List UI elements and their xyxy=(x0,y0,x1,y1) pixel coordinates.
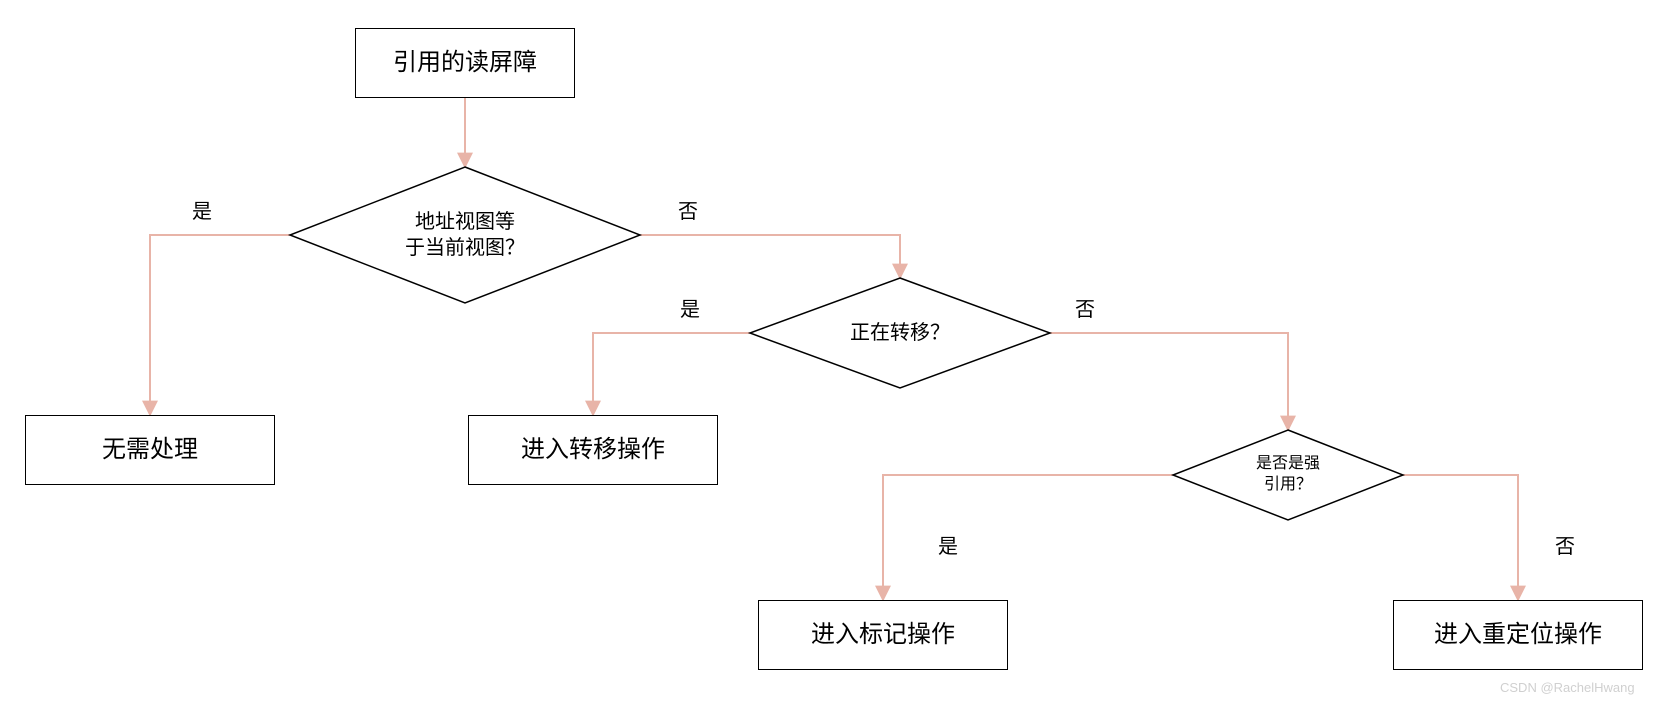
node-start-label: 引用的读屏障 xyxy=(393,47,537,78)
edge-label-6: 否 xyxy=(1555,530,1575,559)
watermark-text: CSDN @RachelHwang xyxy=(1500,680,1635,695)
node-relocate-label: 进入重定位操作 xyxy=(1434,619,1602,650)
flowchart-canvas: 引用的读屏障 无需处理 进入转移操作 进入标记操作 进入重定位操作 地址视图等 … xyxy=(0,0,1656,702)
decision2-shape xyxy=(750,278,1050,388)
edges-layer xyxy=(0,0,1656,702)
node-mark-label: 进入标记操作 xyxy=(811,619,955,650)
node-relocate: 进入重定位操作 xyxy=(1393,600,1643,670)
edge-1 xyxy=(150,235,290,415)
watermark: CSDN @RachelHwang xyxy=(1500,680,1635,695)
decision3-shape xyxy=(1173,430,1403,520)
edge-label-1: 是 xyxy=(192,195,212,224)
edge-label-2: 否 xyxy=(678,195,698,224)
node-mark: 进入标记操作 xyxy=(758,600,1008,670)
node-no-action-label: 无需处理 xyxy=(102,434,198,465)
node-transfer-label: 进入转移操作 xyxy=(521,434,665,465)
node-transfer: 进入转移操作 xyxy=(468,415,718,485)
edge-label-4: 否 xyxy=(1075,293,1095,322)
edge-4 xyxy=(1050,333,1288,430)
node-start: 引用的读屏障 xyxy=(355,28,575,98)
edge-label-3: 是 xyxy=(680,293,700,322)
edge-label-5: 是 xyxy=(938,530,958,559)
edge-6 xyxy=(1403,475,1518,600)
edge-5 xyxy=(883,475,1173,600)
decision1-shape xyxy=(290,167,640,303)
edge-3 xyxy=(593,333,750,415)
edge-2 xyxy=(640,235,900,278)
node-no-action: 无需处理 xyxy=(25,415,275,485)
diamond-shapes xyxy=(290,167,1403,520)
